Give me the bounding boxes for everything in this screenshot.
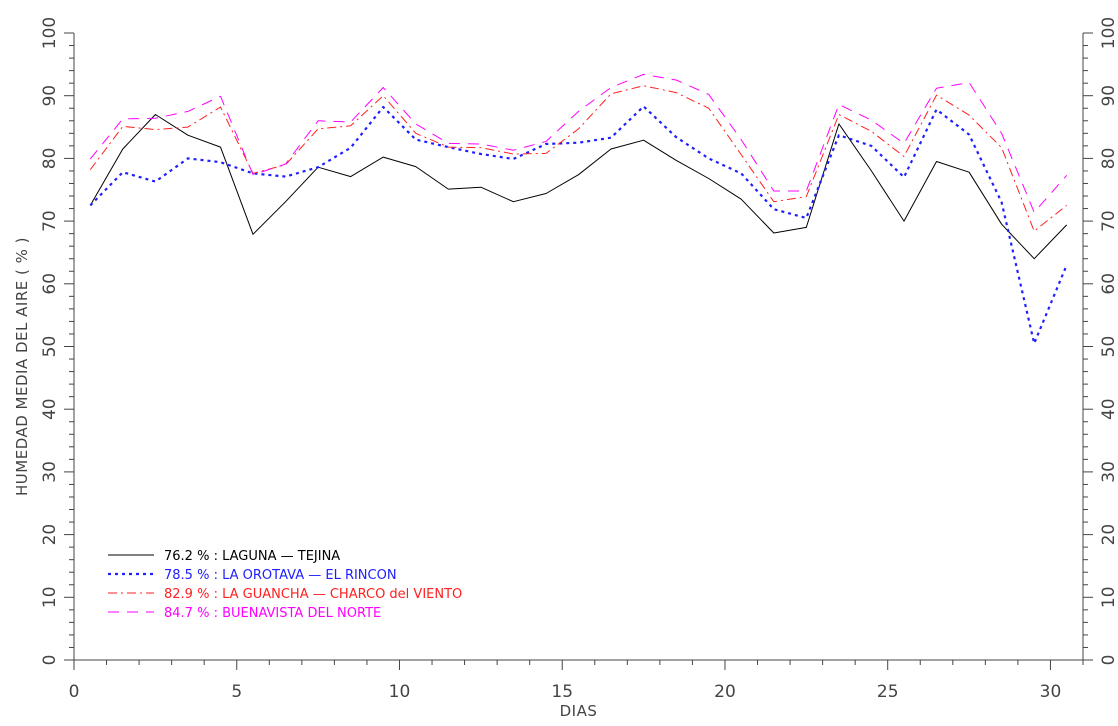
y-tick-label-right: 40 xyxy=(1099,398,1118,420)
y-tick-label-right: 20 xyxy=(1099,524,1118,546)
y-tick-label-left: 100 xyxy=(40,17,60,49)
x-axis-title: DIAS xyxy=(560,702,598,720)
y-tick-label-left: 90 xyxy=(40,85,60,107)
series-line-1 xyxy=(89,114,1068,260)
y-tick-label-left: 30 xyxy=(40,461,60,483)
y-tick-label-left: 10 xyxy=(40,586,60,608)
y-tick-label-right: 90 xyxy=(1099,85,1118,107)
x-tick-label: 25 xyxy=(877,682,899,702)
y-tick-label-right: 0 xyxy=(1099,655,1118,666)
legend: 76.2 % : LAGUNA — TEJINA 78.5 % : LA OROT… xyxy=(108,549,462,621)
legend-label-3: 82.9 % : LA GUANCHA — CHARCO del VIENTO xyxy=(164,587,462,602)
legend-label-1: 76.2 % : LAGUNA — TEJINA xyxy=(164,549,340,564)
y-tick-label-left: 60 xyxy=(40,273,60,295)
y-tick-label-left: 50 xyxy=(40,336,60,358)
y-tick-label-left: 20 xyxy=(40,524,60,546)
y-tick-label-right: 30 xyxy=(1099,461,1118,483)
series-line-4 xyxy=(89,73,1068,213)
legend-label-2: 78.5 % : LA OROTAVA — EL RINCON xyxy=(164,568,397,583)
y-axis-title: HUMEDAD MEDIA DEL AIRE ( % ) xyxy=(13,237,31,496)
y-tick-label-left: 0 xyxy=(40,655,60,666)
series-group xyxy=(89,73,1068,345)
y-tick-label-right: 100 xyxy=(1099,17,1118,49)
y-tick-label-right: 10 xyxy=(1099,586,1118,608)
y-tick-label-left: 80 xyxy=(40,148,60,170)
series-line-3 xyxy=(89,85,1068,232)
legend-label-4: 84.7 % : BUENAVISTA DEL NORTE xyxy=(164,606,381,621)
x-tick-label: 10 xyxy=(389,682,411,702)
x-tick-label: 15 xyxy=(551,682,573,702)
y-tick-label-left: 70 xyxy=(40,210,60,232)
y-tick-label-right: 70 xyxy=(1099,210,1118,232)
x-tick-label: 30 xyxy=(1040,682,1062,702)
x-tick-label: 20 xyxy=(714,682,736,702)
y-tick-label-left: 40 xyxy=(40,398,60,420)
x-tick-label: 5 xyxy=(231,682,242,702)
y-tick-label-right: 60 xyxy=(1099,273,1118,295)
y-tick-label-right: 50 xyxy=(1099,336,1118,358)
x-tick-label: 0 xyxy=(69,682,80,702)
y-tick-label-right: 80 xyxy=(1099,148,1118,170)
series-line-2 xyxy=(89,105,1068,345)
